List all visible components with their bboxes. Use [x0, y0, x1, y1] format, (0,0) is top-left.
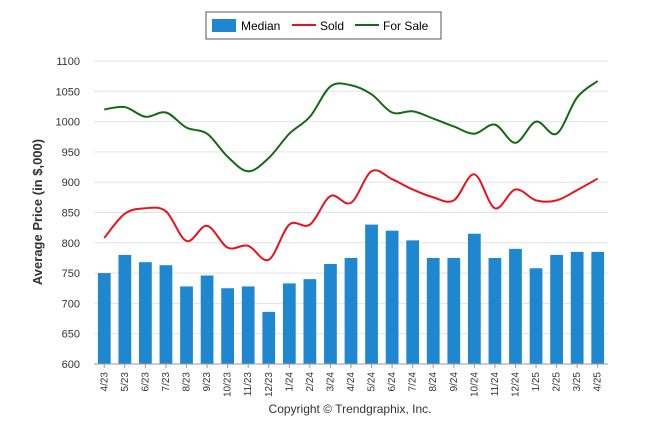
- x-tick-label: 7/24: [408, 372, 419, 392]
- x-tick-label: 3/25: [572, 372, 583, 392]
- x-tick-label: 5/24: [367, 372, 378, 392]
- y-tick-label: 850: [62, 208, 80, 220]
- median-bar: [467, 233, 481, 364]
- x-tick-label: 11/23: [243, 372, 254, 397]
- x-axis-ticks: 4/23 5/23 6/23 7/23 8/23 9/23 10/23 11/23 12/23 1…: [99, 364, 604, 397]
- x-tick-label: 12/24: [510, 372, 521, 397]
- median-bar: [118, 254, 132, 364]
- x-tick-label: 4/23: [99, 372, 110, 392]
- x-tick-label: 9/23: [202, 372, 213, 392]
- trend-lines: [103, 80, 599, 262]
- x-tick-label: 4/24: [346, 372, 357, 392]
- x-tick-label: 9/24: [449, 372, 460, 392]
- median-bar: [303, 279, 317, 364]
- for-sale-line: [104, 80, 599, 173]
- median-bar: [262, 311, 276, 364]
- median-bar: [447, 257, 461, 364]
- y-tick-label: 700: [62, 298, 80, 310]
- median-bar: [282, 283, 296, 364]
- y-tick-label: 1000: [56, 117, 80, 129]
- median-bar: [241, 286, 255, 364]
- legend: Median Sold For Sale: [205, 11, 442, 40]
- x-tick-label: 11/24: [490, 372, 501, 397]
- x-tick-label: 2/25: [552, 372, 563, 392]
- median-bar: [570, 251, 584, 364]
- median-bar: [529, 268, 543, 364]
- copyright-text: Copyright © Trendgraphix, Inc.: [269, 402, 432, 416]
- median-bar: [180, 286, 193, 364]
- y-tick-label: 950: [62, 147, 80, 159]
- legend-for-sale-label: For Sale: [383, 19, 429, 33]
- legend-median-swatch: [212, 19, 236, 32]
- x-tick-label: 1/24: [284, 372, 295, 392]
- y-tick-label: 600: [62, 359, 80, 371]
- sold-line: [103, 169, 599, 262]
- median-bar: [200, 275, 214, 364]
- x-tick-label: 2/24: [305, 372, 316, 392]
- y-tick-label: 750: [62, 268, 80, 280]
- median-bar: [324, 264, 337, 364]
- median-bar: [488, 257, 502, 364]
- y-axis-ticks: 600 650 700 750 800 850 900 950 1000 1050 1100: [56, 56, 80, 371]
- y-tick-label: 1050: [56, 86, 80, 98]
- y-tick-label: 900: [62, 177, 80, 189]
- x-tick-label: 5/23: [120, 372, 131, 392]
- x-tick-label: 6/24: [387, 372, 398, 392]
- x-tick-label: 7/23: [161, 372, 172, 392]
- y-tick-label: 1100: [56, 56, 80, 68]
- x-tick-label: 8/23: [182, 372, 193, 392]
- x-tick-label: 8/24: [428, 372, 439, 392]
- x-tick-label: 12/23: [264, 372, 275, 397]
- legend-median-label: Median: [241, 19, 280, 33]
- median-bar: [221, 288, 235, 364]
- median-bar: [426, 257, 440, 364]
- median-bar: [344, 257, 358, 364]
- x-tick-label: 3/24: [325, 372, 336, 392]
- median-bar: [159, 265, 173, 364]
- x-tick-label: 6/23: [140, 372, 151, 392]
- y-tick-label: 650: [62, 329, 80, 341]
- x-tick-label: 10/23: [223, 372, 234, 397]
- x-tick-label: 4/25: [593, 372, 604, 392]
- x-tick-label: 10/24: [469, 372, 480, 397]
- median-bar: [385, 230, 399, 364]
- median-bar: [591, 251, 605, 364]
- median-bar: [406, 240, 420, 364]
- x-tick-label: 1/25: [531, 372, 542, 392]
- median-bar: [139, 262, 152, 364]
- median-bar: [509, 248, 522, 364]
- legend-sold-label: Sold: [320, 19, 344, 33]
- y-tick-label: 800: [62, 238, 80, 250]
- median-bars: [97, 224, 605, 364]
- median-bar: [550, 254, 563, 364]
- median-bar: [97, 273, 111, 364]
- y-axis-label: Average Price (in $,000): [30, 139, 45, 285]
- legend-box: [205, 11, 442, 40]
- median-bar: [365, 224, 378, 364]
